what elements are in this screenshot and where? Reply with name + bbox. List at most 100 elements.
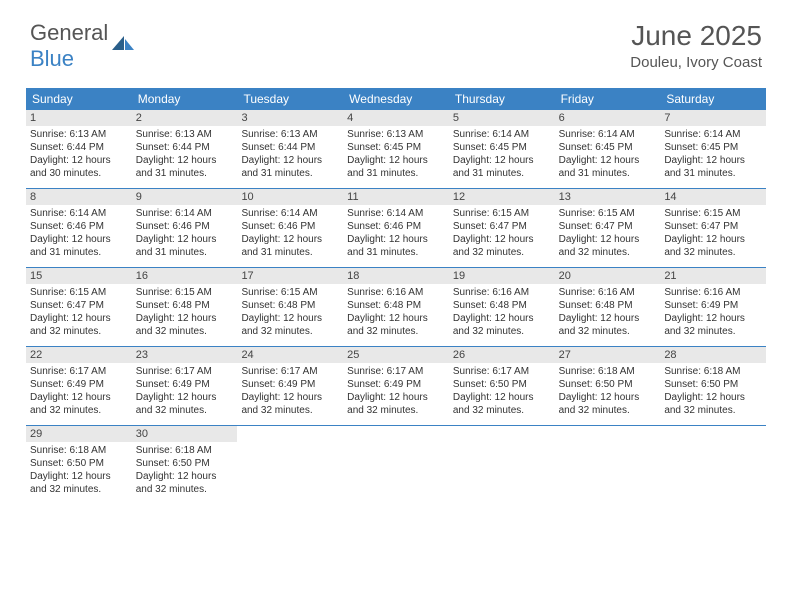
week-row: 1Sunrise: 6:13 AMSunset: 6:44 PMDaylight… [26,110,766,189]
day-cell: 8Sunrise: 6:14 AMSunset: 6:46 PMDaylight… [26,189,132,267]
day-cell: 22Sunrise: 6:17 AMSunset: 6:49 PMDayligh… [26,347,132,425]
empty-cell [237,426,343,504]
daylight-line: Daylight: 12 hours and 31 minutes. [453,154,551,180]
sunrise-line: Sunrise: 6:18 AM [30,444,128,457]
day-number: 14 [660,189,766,205]
week-row: 22Sunrise: 6:17 AMSunset: 6:49 PMDayligh… [26,347,766,426]
day-body: Sunrise: 6:17 AMSunset: 6:50 PMDaylight:… [449,363,555,421]
day-body: Sunrise: 6:18 AMSunset: 6:50 PMDaylight:… [26,442,132,500]
sunrise-line: Sunrise: 6:14 AM [453,128,551,141]
day-number: 27 [555,347,661,363]
day-body: Sunrise: 6:14 AMSunset: 6:46 PMDaylight:… [132,205,238,263]
sunrise-line: Sunrise: 6:15 AM [30,286,128,299]
day-body: Sunrise: 6:15 AMSunset: 6:47 PMDaylight:… [26,284,132,342]
sunset-line: Sunset: 6:47 PM [453,220,551,233]
daylight-line: Daylight: 12 hours and 31 minutes. [30,233,128,259]
sunset-line: Sunset: 6:44 PM [241,141,339,154]
sunrise-line: Sunrise: 6:17 AM [136,365,234,378]
sunset-line: Sunset: 6:46 PM [347,220,445,233]
daylight-line: Daylight: 12 hours and 32 minutes. [453,312,551,338]
sunrise-line: Sunrise: 6:14 AM [241,207,339,220]
sunset-line: Sunset: 6:49 PM [136,378,234,391]
day-number: 30 [132,426,238,442]
sunrise-line: Sunrise: 6:13 AM [136,128,234,141]
sunset-line: Sunset: 6:45 PM [347,141,445,154]
sunset-line: Sunset: 6:49 PM [30,378,128,391]
sunrise-line: Sunrise: 6:17 AM [30,365,128,378]
sunset-line: Sunset: 6:44 PM [136,141,234,154]
day-cell: 4Sunrise: 6:13 AMSunset: 6:45 PMDaylight… [343,110,449,188]
daylight-line: Daylight: 12 hours and 32 minutes. [241,391,339,417]
day-cell: 15Sunrise: 6:15 AMSunset: 6:47 PMDayligh… [26,268,132,346]
day-cell: 23Sunrise: 6:17 AMSunset: 6:49 PMDayligh… [132,347,238,425]
daylight-line: Daylight: 12 hours and 32 minutes. [136,391,234,417]
day-number: 22 [26,347,132,363]
day-body: Sunrise: 6:16 AMSunset: 6:48 PMDaylight:… [555,284,661,342]
day-cell: 10Sunrise: 6:14 AMSunset: 6:46 PMDayligh… [237,189,343,267]
day-cell: 7Sunrise: 6:14 AMSunset: 6:45 PMDaylight… [660,110,766,188]
day-number: 26 [449,347,555,363]
day-number: 10 [237,189,343,205]
sunrise-line: Sunrise: 6:18 AM [559,365,657,378]
sunrise-line: Sunrise: 6:13 AM [241,128,339,141]
day-number: 16 [132,268,238,284]
day-number: 9 [132,189,238,205]
day-cell: 6Sunrise: 6:14 AMSunset: 6:45 PMDaylight… [555,110,661,188]
day-body: Sunrise: 6:16 AMSunset: 6:48 PMDaylight:… [343,284,449,342]
title-block: June 2025 Douleu, Ivory Coast [630,20,762,71]
sunset-line: Sunset: 6:47 PM [30,299,128,312]
day-cell: 30Sunrise: 6:18 AMSunset: 6:50 PMDayligh… [132,426,238,504]
sunset-line: Sunset: 6:49 PM [347,378,445,391]
day-number: 17 [237,268,343,284]
day-body: Sunrise: 6:18 AMSunset: 6:50 PMDaylight:… [660,363,766,421]
sunrise-line: Sunrise: 6:16 AM [347,286,445,299]
daylight-line: Daylight: 12 hours and 31 minutes. [136,154,234,180]
day-cell: 9Sunrise: 6:14 AMSunset: 6:46 PMDaylight… [132,189,238,267]
sunset-line: Sunset: 6:49 PM [664,299,762,312]
sunset-line: Sunset: 6:46 PM [241,220,339,233]
sunset-line: Sunset: 6:48 PM [347,299,445,312]
empty-cell [555,426,661,504]
day-number: 28 [660,347,766,363]
daylight-line: Daylight: 12 hours and 31 minutes. [559,154,657,180]
day-number: 15 [26,268,132,284]
day-cell: 2Sunrise: 6:13 AMSunset: 6:44 PMDaylight… [132,110,238,188]
day-body: Sunrise: 6:15 AMSunset: 6:47 PMDaylight:… [555,205,661,263]
day-body: Sunrise: 6:13 AMSunset: 6:44 PMDaylight:… [237,126,343,184]
day-number: 25 [343,347,449,363]
sunrise-line: Sunrise: 6:18 AM [664,365,762,378]
day-cell: 26Sunrise: 6:17 AMSunset: 6:50 PMDayligh… [449,347,555,425]
sunset-line: Sunset: 6:46 PM [136,220,234,233]
day-body: Sunrise: 6:14 AMSunset: 6:45 PMDaylight:… [555,126,661,184]
sunset-line: Sunset: 6:46 PM [30,220,128,233]
day-number: 19 [449,268,555,284]
sunrise-line: Sunrise: 6:14 AM [30,207,128,220]
sunrise-line: Sunrise: 6:15 AM [559,207,657,220]
day-cell: 20Sunrise: 6:16 AMSunset: 6:48 PMDayligh… [555,268,661,346]
sunrise-line: Sunrise: 6:13 AM [347,128,445,141]
day-number: 5 [449,110,555,126]
sunset-line: Sunset: 6:47 PM [559,220,657,233]
sunset-line: Sunset: 6:48 PM [453,299,551,312]
day-body: Sunrise: 6:15 AMSunset: 6:48 PMDaylight:… [237,284,343,342]
day-number: 24 [237,347,343,363]
day-body: Sunrise: 6:17 AMSunset: 6:49 PMDaylight:… [132,363,238,421]
daylight-line: Daylight: 12 hours and 32 minutes. [559,391,657,417]
daylight-line: Daylight: 12 hours and 32 minutes. [347,391,445,417]
daylight-line: Daylight: 12 hours and 32 minutes. [559,312,657,338]
day-body: Sunrise: 6:14 AMSunset: 6:45 PMDaylight:… [660,126,766,184]
empty-cell [343,426,449,504]
weeks-container: 1Sunrise: 6:13 AMSunset: 6:44 PMDaylight… [26,110,766,504]
sunset-line: Sunset: 6:50 PM [664,378,762,391]
day-cell: 16Sunrise: 6:15 AMSunset: 6:48 PMDayligh… [132,268,238,346]
day-header: Friday [555,88,661,110]
daylight-line: Daylight: 12 hours and 32 minutes. [453,391,551,417]
day-body: Sunrise: 6:15 AMSunset: 6:48 PMDaylight:… [132,284,238,342]
day-cell: 24Sunrise: 6:17 AMSunset: 6:49 PMDayligh… [237,347,343,425]
day-body: Sunrise: 6:17 AMSunset: 6:49 PMDaylight:… [26,363,132,421]
day-body: Sunrise: 6:14 AMSunset: 6:46 PMDaylight:… [26,205,132,263]
sunrise-line: Sunrise: 6:13 AM [30,128,128,141]
sunset-line: Sunset: 6:48 PM [136,299,234,312]
day-number: 3 [237,110,343,126]
daylight-line: Daylight: 12 hours and 31 minutes. [241,154,339,180]
